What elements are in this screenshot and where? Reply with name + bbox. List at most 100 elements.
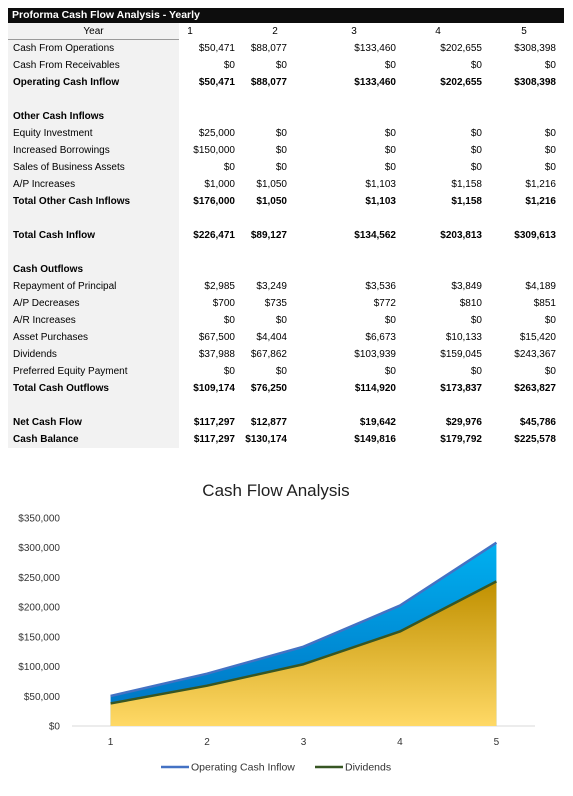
- row-value-year-3: $0: [384, 128, 396, 139]
- year-header-1: 1: [187, 26, 193, 37]
- row-label: A/R Increases: [8, 312, 179, 329]
- row-value-year-4: $1,158: [451, 179, 482, 190]
- row-value-year-5: $308,398: [514, 77, 556, 88]
- row-value-year-1: $50,471: [198, 43, 235, 54]
- row-value-year-2: $0: [275, 366, 287, 377]
- row-value-year-2: $3,249: [256, 281, 287, 292]
- year-header-label: Year: [8, 23, 179, 40]
- row-value-year-4: $159,045: [440, 349, 482, 360]
- row-value-year-3: $3,536: [365, 281, 396, 292]
- row-label: Cash From Operations: [8, 40, 179, 57]
- row-value-year-1: $0: [223, 162, 235, 173]
- row-value-year-3: $103,939: [354, 349, 396, 360]
- table-row: Total Cash Outflows $109,174 $76,250 $114,9…: [8, 380, 564, 397]
- row-value-year-1: $0: [223, 366, 235, 377]
- row-value-year-5: $0: [544, 128, 556, 139]
- row-value-year-2: $735: [264, 298, 287, 309]
- table-row: Cash Outflows: [8, 261, 564, 278]
- spacer-label-cell: [8, 91, 179, 108]
- row-value-year-3: $6,673: [365, 332, 396, 343]
- row-value-year-4: $0: [470, 366, 482, 377]
- row-value-year-5: $4,189: [525, 281, 556, 292]
- row-label: Increased Borrowings: [8, 142, 179, 159]
- y-tick-label: $50,000: [24, 692, 61, 703]
- row-label: A/P Decreases: [8, 295, 179, 312]
- row-value-year-1: $67,500: [198, 332, 235, 343]
- row-value-year-5: $0: [544, 162, 556, 173]
- row-value-year-4: $0: [470, 145, 482, 156]
- table-row: Total Cash Inflow $226,471 $89,127 $134,562…: [8, 227, 564, 244]
- row-value-year-4: $0: [470, 60, 482, 71]
- table-title: Proforma Cash Flow Analysis - Yearly: [8, 8, 564, 23]
- row-value-year-1: $1,000: [204, 179, 235, 190]
- row-value-year-4: $29,976: [445, 417, 482, 428]
- area-dividends: [110, 581, 497, 726]
- y-tick-label: $350,000: [18, 514, 60, 525]
- row-value-year-3: $0: [384, 162, 396, 173]
- table-row: Other Cash Inflows: [8, 108, 564, 125]
- table-row: Repayment of Principal $2,985 $3,249 $3,536…: [8, 278, 564, 295]
- legend-label: Dividends: [345, 762, 391, 774]
- row-value-year-3: $0: [384, 366, 396, 377]
- row-value-year-5: $45,786: [519, 417, 556, 428]
- row-value-year-1: $50,471: [198, 77, 235, 88]
- row-label: Dividends: [8, 346, 179, 363]
- row-value-year-2: $1,050: [256, 196, 287, 207]
- row-value-year-1: $25,000: [198, 128, 235, 139]
- table-row: Net Cash Flow $117,297 $12,877 $19,642 $29,9…: [8, 414, 564, 431]
- table-row: Total Other Cash Inflows $176,000 $1,050 $1…: [8, 193, 564, 210]
- x-tick-label: 3: [301, 737, 307, 748]
- year-header-4: 4: [435, 26, 441, 37]
- year-header-5: 5: [521, 26, 527, 37]
- row-value-year-5: $15,420: [519, 332, 556, 343]
- row-value-year-2: $76,250: [250, 383, 287, 394]
- row-value-year-3: $19,642: [359, 417, 396, 428]
- row-value-year-4: $1,158: [451, 196, 482, 207]
- row-label: Equity Investment: [8, 125, 179, 142]
- table-row: Cash From Receivables $0 $0 $0 $0 $0: [8, 57, 564, 74]
- row-value-year-2: $0: [275, 128, 287, 139]
- spacer-label-cell: [8, 244, 179, 261]
- row-value-year-5: $0: [544, 145, 556, 156]
- row-value-year-3: $133,460: [354, 43, 396, 54]
- row-value-year-3: $1,103: [365, 179, 396, 190]
- y-tick-label: $150,000: [18, 632, 60, 643]
- y-tick-label: $0: [49, 722, 61, 733]
- row-label: Net Cash Flow: [8, 414, 179, 431]
- row-value-year-1: $176,000: [193, 196, 235, 207]
- row-value-year-2: $0: [275, 162, 287, 173]
- row-value-year-3: $114,920: [354, 383, 396, 394]
- row-value-year-2: $89,127: [250, 230, 287, 241]
- row-value-year-2: $88,077: [250, 43, 287, 54]
- row-label: Sales of Business Assets: [8, 159, 179, 176]
- row-value-year-2: $0: [275, 315, 287, 326]
- row-label: Total Other Cash Inflows: [8, 193, 179, 210]
- table-row: Increased Borrowings $150,000 $0 $0 $0 $0: [8, 142, 564, 159]
- row-value-year-3: $0: [384, 145, 396, 156]
- row-value-year-5: $851: [533, 298, 556, 309]
- row-value-year-5: $308,398: [514, 43, 556, 54]
- row-value-year-2: $67,862: [250, 349, 287, 360]
- table-row: Sales of Business Assets $0 $0 $0 $0 $0: [8, 159, 564, 176]
- row-value-year-4: $0: [470, 315, 482, 326]
- row-value-year-4: $810: [459, 298, 482, 309]
- row-value-year-1: $700: [212, 298, 235, 309]
- row-value-year-5: $243,367: [514, 349, 556, 360]
- row-label: Other Cash Inflows: [8, 108, 179, 125]
- y-tick-label: $300,000: [18, 543, 60, 554]
- table-row: A/P Increases $1,000 $1,050 $1,103 $1,158 $1,…: [8, 176, 564, 193]
- table-row: Dividends $37,988 $67,862 $103,939 $159,045 $…: [8, 346, 564, 363]
- row-label: Total Cash Inflow: [8, 227, 179, 244]
- year-header-2: 2: [272, 26, 278, 37]
- row-value-year-1: $117,297: [193, 434, 235, 445]
- row-label: Cash Outflows: [8, 261, 179, 278]
- table-row: Equity Investment $25,000 $0 $0 $0 $0: [8, 125, 564, 142]
- year-header-3: 3: [351, 26, 357, 37]
- row-value-year-4: $173,837: [440, 383, 482, 394]
- row-label: Cash Balance: [8, 431, 179, 448]
- row-value-year-4: $202,655: [440, 43, 482, 54]
- row-label: Cash From Receivables: [8, 57, 179, 74]
- row-value-year-1: $226,471: [193, 230, 235, 241]
- row-value-year-1: $0: [223, 60, 235, 71]
- row-value-year-3: $1,103: [365, 196, 396, 207]
